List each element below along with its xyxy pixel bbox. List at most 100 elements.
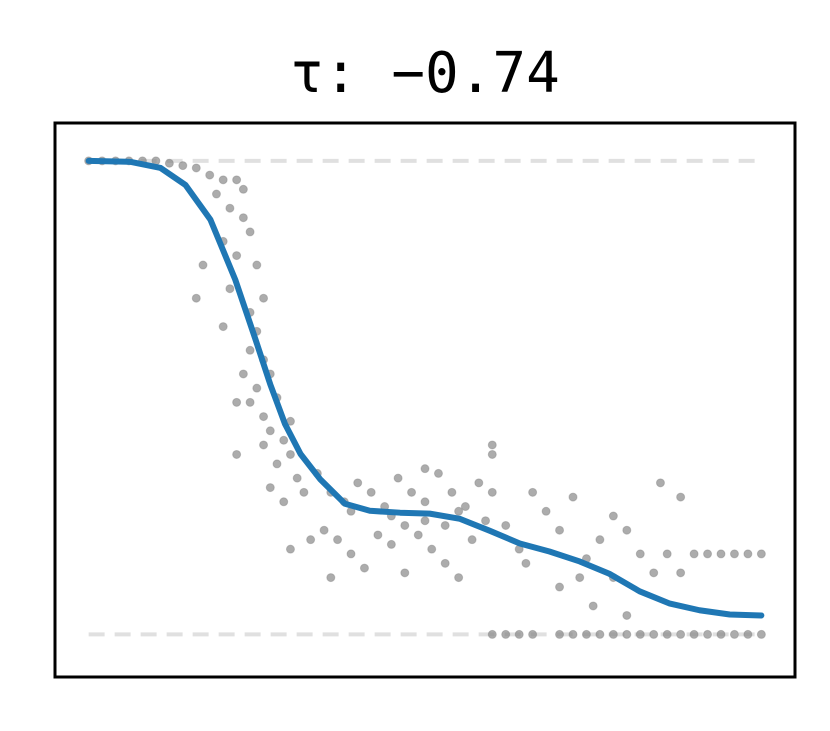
scatter-point — [346, 549, 356, 559]
scatter-point — [555, 629, 565, 639]
scatter-point — [420, 516, 430, 526]
scatter-point — [232, 397, 242, 407]
scatter-point — [649, 629, 659, 639]
scatter-point — [407, 487, 417, 497]
scatter-point — [413, 530, 423, 540]
scatter-point — [568, 492, 578, 502]
scatter-point — [164, 158, 174, 168]
scatter-point — [245, 345, 255, 355]
scatter-point — [655, 478, 665, 488]
scatter-point — [232, 251, 242, 261]
scatter-point — [279, 435, 289, 445]
scatter-point — [252, 383, 262, 393]
scatter-point — [501, 520, 511, 530]
scatter-point — [528, 629, 538, 639]
scatter-point — [245, 227, 255, 237]
scatter-point — [245, 397, 255, 407]
scatter-point — [716, 549, 726, 559]
scatter-point — [292, 473, 302, 483]
scatter-point — [487, 449, 497, 459]
scatter-point — [662, 629, 672, 639]
scatter-point — [440, 520, 450, 530]
scatter-point — [333, 535, 343, 545]
scatter-point — [191, 293, 201, 303]
scatter-point — [635, 629, 645, 639]
scatter-point — [703, 629, 713, 639]
scatter-point — [400, 568, 410, 578]
scatter-point — [467, 535, 477, 545]
scatter-point — [232, 449, 242, 459]
scatter-point — [487, 487, 497, 497]
scatter-point — [575, 573, 585, 583]
scatter-point — [729, 629, 739, 639]
scatter-point — [299, 487, 309, 497]
scatter-point — [433, 468, 443, 478]
scatter-point — [238, 213, 248, 223]
scatter-point — [285, 544, 295, 554]
scatter-point — [238, 369, 248, 379]
scatter-point — [487, 629, 497, 639]
scatter-point — [454, 573, 464, 583]
scatter-point — [568, 629, 578, 639]
scatter-point — [454, 506, 464, 516]
scatter-point — [756, 549, 766, 559]
fit-line — [85, 157, 765, 619]
scatter-point — [501, 629, 511, 639]
scatter-point — [265, 426, 275, 436]
scatter-point — [205, 170, 215, 180]
scatter-point — [225, 284, 235, 294]
scatter-point — [649, 568, 659, 578]
scatter-point — [481, 516, 491, 526]
scatter-point — [716, 629, 726, 639]
scatter-point — [191, 163, 201, 173]
scatter-point — [427, 544, 437, 554]
scatter-point — [689, 549, 699, 559]
scatter-point — [232, 175, 242, 185]
scatter-point — [635, 549, 645, 559]
scatter-point — [608, 511, 618, 521]
scatter-point — [218, 175, 228, 185]
scatter-point — [703, 549, 713, 559]
scatter-point — [595, 629, 605, 639]
scatter-point — [359, 563, 369, 573]
plot-frame — [53, 121, 797, 679]
scatter-point — [743, 549, 753, 559]
scatter-point — [541, 506, 551, 516]
scatter-point — [595, 535, 605, 545]
scatter-point — [373, 530, 383, 540]
scatter-point — [676, 629, 686, 639]
scatter-point — [588, 601, 598, 611]
plot-area — [84, 156, 766, 639]
scatter-point — [528, 487, 538, 497]
scatter-point — [272, 459, 282, 469]
scatter-point — [225, 203, 235, 213]
scatter-point — [386, 539, 396, 549]
scatter-point — [306, 535, 316, 545]
scatter-point — [756, 629, 766, 639]
scatter-point — [178, 161, 188, 171]
scatter-point — [420, 497, 430, 507]
scatter-point — [662, 549, 672, 559]
scatter-point — [555, 525, 565, 535]
chart-title: τ: −0.74 — [290, 41, 560, 106]
scatter-point — [689, 629, 699, 639]
scatter-point — [521, 558, 531, 568]
scatter-point — [285, 449, 295, 459]
scatter-point — [319, 525, 329, 535]
scatter-point — [440, 558, 450, 568]
scatter-point — [514, 629, 524, 639]
scatter-point — [218, 322, 228, 332]
scatter-point — [279, 497, 289, 507]
scatter-point — [729, 549, 739, 559]
scatter-point — [252, 260, 262, 270]
scatter-point — [555, 582, 565, 592]
scatter-point — [622, 610, 632, 620]
scatter-point — [259, 440, 269, 450]
scatter-point — [676, 492, 686, 502]
scatter-point — [259, 412, 269, 422]
scatter-point — [420, 464, 430, 474]
scatter-point — [259, 293, 269, 303]
scatter-point — [366, 487, 376, 497]
